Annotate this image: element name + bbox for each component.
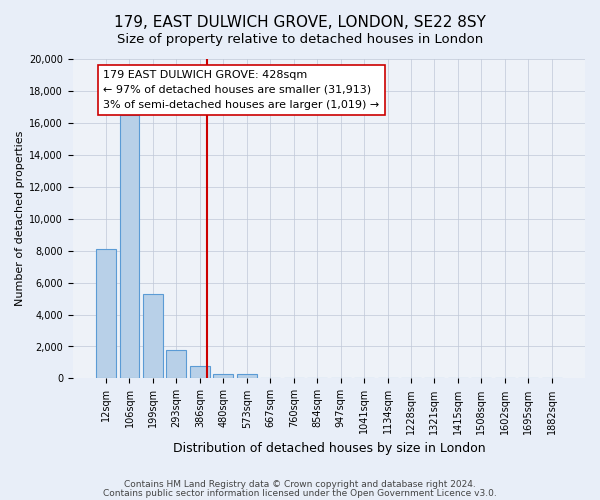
Bar — [237, 374, 257, 378]
Text: Size of property relative to detached houses in London: Size of property relative to detached ho… — [117, 32, 483, 46]
Text: Contains public sector information licensed under the Open Government Licence v3: Contains public sector information licen… — [103, 488, 497, 498]
Bar — [143, 294, 163, 378]
Bar — [166, 350, 187, 378]
Text: 179 EAST DULWICH GROVE: 428sqm
← 97% of detached houses are smaller (31,913)
3% : 179 EAST DULWICH GROVE: 428sqm ← 97% of … — [103, 70, 380, 110]
Text: 179, EAST DULWICH GROVE, LONDON, SE22 8SY: 179, EAST DULWICH GROVE, LONDON, SE22 8S… — [114, 15, 486, 30]
X-axis label: Distribution of detached houses by size in London: Distribution of detached houses by size … — [173, 442, 485, 455]
Text: Contains HM Land Registry data © Crown copyright and database right 2024.: Contains HM Land Registry data © Crown c… — [124, 480, 476, 489]
Bar — [214, 374, 233, 378]
Y-axis label: Number of detached properties: Number of detached properties — [15, 131, 25, 306]
Bar — [96, 249, 116, 378]
Bar — [190, 366, 210, 378]
Bar — [119, 115, 139, 378]
